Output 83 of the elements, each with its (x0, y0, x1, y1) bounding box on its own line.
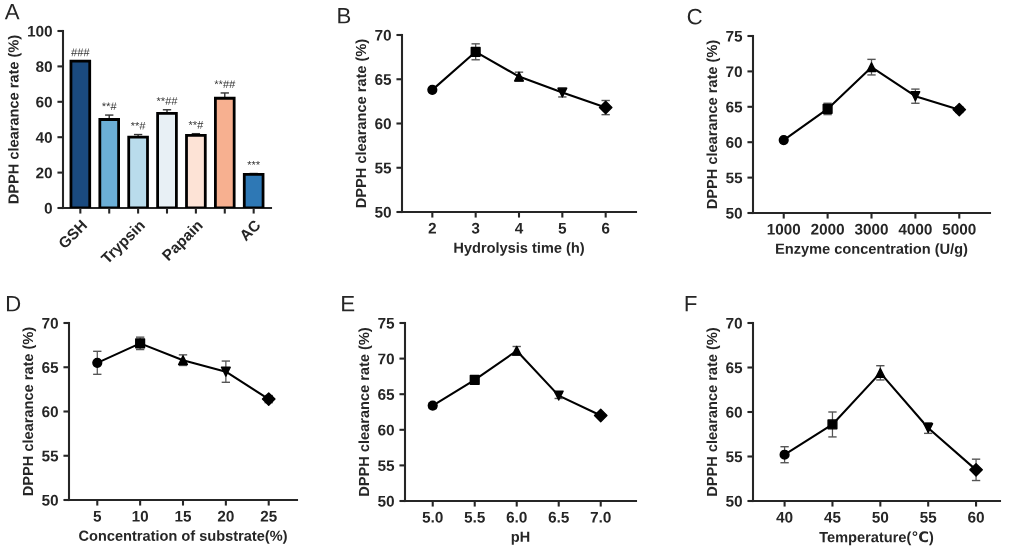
x-tick-label: 2 (428, 222, 436, 234)
y-tick-label: 80 (36, 61, 52, 73)
x-axis-title: pH (511, 531, 530, 545)
data-label: ### (71, 48, 90, 57)
x-tick-label: 4 (514, 222, 524, 234)
x-tick-label: 6.0 (506, 511, 527, 523)
chart-title: A (4, 4, 20, 20)
x-tick-label: 25 (260, 510, 277, 522)
x-axis-title: Hydrolysis time (h) (454, 242, 584, 256)
x-tick-label: 4000 (898, 223, 932, 235)
y-tick-label: 65 (726, 362, 743, 374)
y-tick-label: 70 (726, 317, 742, 329)
x-tick-label: 5 (558, 222, 567, 234)
x-tick-label: 5.5 (464, 511, 485, 523)
x-tick-label: 3 (471, 222, 480, 234)
y-tick-label: 65 (42, 362, 59, 373)
chart-title: B (338, 8, 351, 24)
y-tick-label: 70 (42, 317, 58, 329)
y-tick-label: 60 (375, 118, 391, 130)
data-label: *** (247, 160, 260, 165)
y-axis-title: DPPH clearance rate (%) (706, 328, 721, 496)
y-axis-title: DPPH clearance rate (%) (358, 328, 373, 496)
data-label: **# (101, 102, 117, 111)
y-tick-label: 50 (378, 495, 394, 507)
y-tick-label: 65 (375, 74, 392, 85)
y-tick-label: 60 (726, 406, 742, 418)
x-tick-label: 10 (132, 510, 149, 522)
y-tick-label: 70 (726, 66, 742, 78)
x-tick-label: 3000 (854, 223, 888, 235)
y-tick-label: 55 (378, 460, 395, 472)
y-tick-label: 75 (378, 318, 395, 329)
y-tick-label: 60 (42, 406, 58, 418)
data-label: **# (188, 121, 204, 129)
y-tick-label: 65 (378, 389, 395, 400)
x-axis-title: Enzyme concentration (U/g) (776, 243, 968, 257)
y-tick-label: 55 (726, 451, 743, 463)
y-axis-title: DPPH clearance rate (%) (355, 39, 370, 208)
y-tick-label: 55 (42, 450, 59, 462)
y-tick-label: 0 (44, 202, 52, 214)
y-tick-label: 50 (375, 206, 391, 218)
y-tick-label: 70 (375, 29, 391, 41)
y-tick-label: 60 (378, 424, 394, 436)
x-axis-title: Temperature(℃) (819, 531, 934, 546)
x-axis-title: Concentration of substrate(%) (79, 530, 287, 544)
data-label: **## (214, 80, 236, 88)
y-axis-title: DPPH clearance rate (%) (22, 327, 37, 496)
data-label: **# (130, 121, 146, 130)
y-tick-label: 60 (726, 137, 742, 148)
y-axis-title: DPPH clearance rate (%) (7, 35, 22, 204)
x-tick-label: 5 (93, 510, 102, 522)
x-tick-label: 60 (968, 511, 984, 523)
y-axis-title: DPPH clearance rate (%) (706, 40, 721, 209)
y-tick-label: 50 (726, 495, 742, 507)
chart-title: E (342, 295, 355, 312)
x-tick-label: 40 (776, 511, 793, 523)
x-tick-label: 2000 (811, 223, 844, 235)
chart-title: D (6, 296, 21, 312)
y-tick-label: 75 (726, 31, 743, 42)
x-tick-label: 50 (872, 511, 889, 523)
y-tick-label: 60 (36, 96, 52, 108)
y-tick-label: 50 (726, 207, 742, 219)
chart-title: C (687, 8, 702, 25)
x-tick-label: 7.0 (590, 511, 611, 523)
y-tick-label: 55 (375, 162, 392, 174)
y-tick-label: 40 (35, 132, 52, 143)
data-label: **## (156, 97, 178, 105)
y-tick-label: 20 (36, 167, 52, 179)
x-tick-label: 6 (601, 222, 610, 234)
chart-title: F (685, 295, 697, 312)
y-tick-label: 100 (28, 25, 52, 37)
x-tick-label: 5.0 (422, 511, 443, 523)
x-tick-label: 1000 (767, 223, 801, 235)
y-tick-label: 50 (42, 494, 58, 506)
y-tick-label: 55 (726, 172, 743, 184)
x-tick-label: 15 (175, 510, 192, 522)
x-tick-label: 45 (824, 511, 841, 523)
x-tick-label: 20 (217, 510, 234, 522)
y-tick-label: 65 (726, 101, 743, 113)
x-tick-label: AC (238, 219, 262, 242)
x-tick-label: 6.5 (548, 511, 569, 523)
x-tick-label: 55 (920, 511, 937, 523)
y-tick-label: 70 (378, 353, 394, 365)
x-tick-label: 5000 (942, 223, 976, 235)
